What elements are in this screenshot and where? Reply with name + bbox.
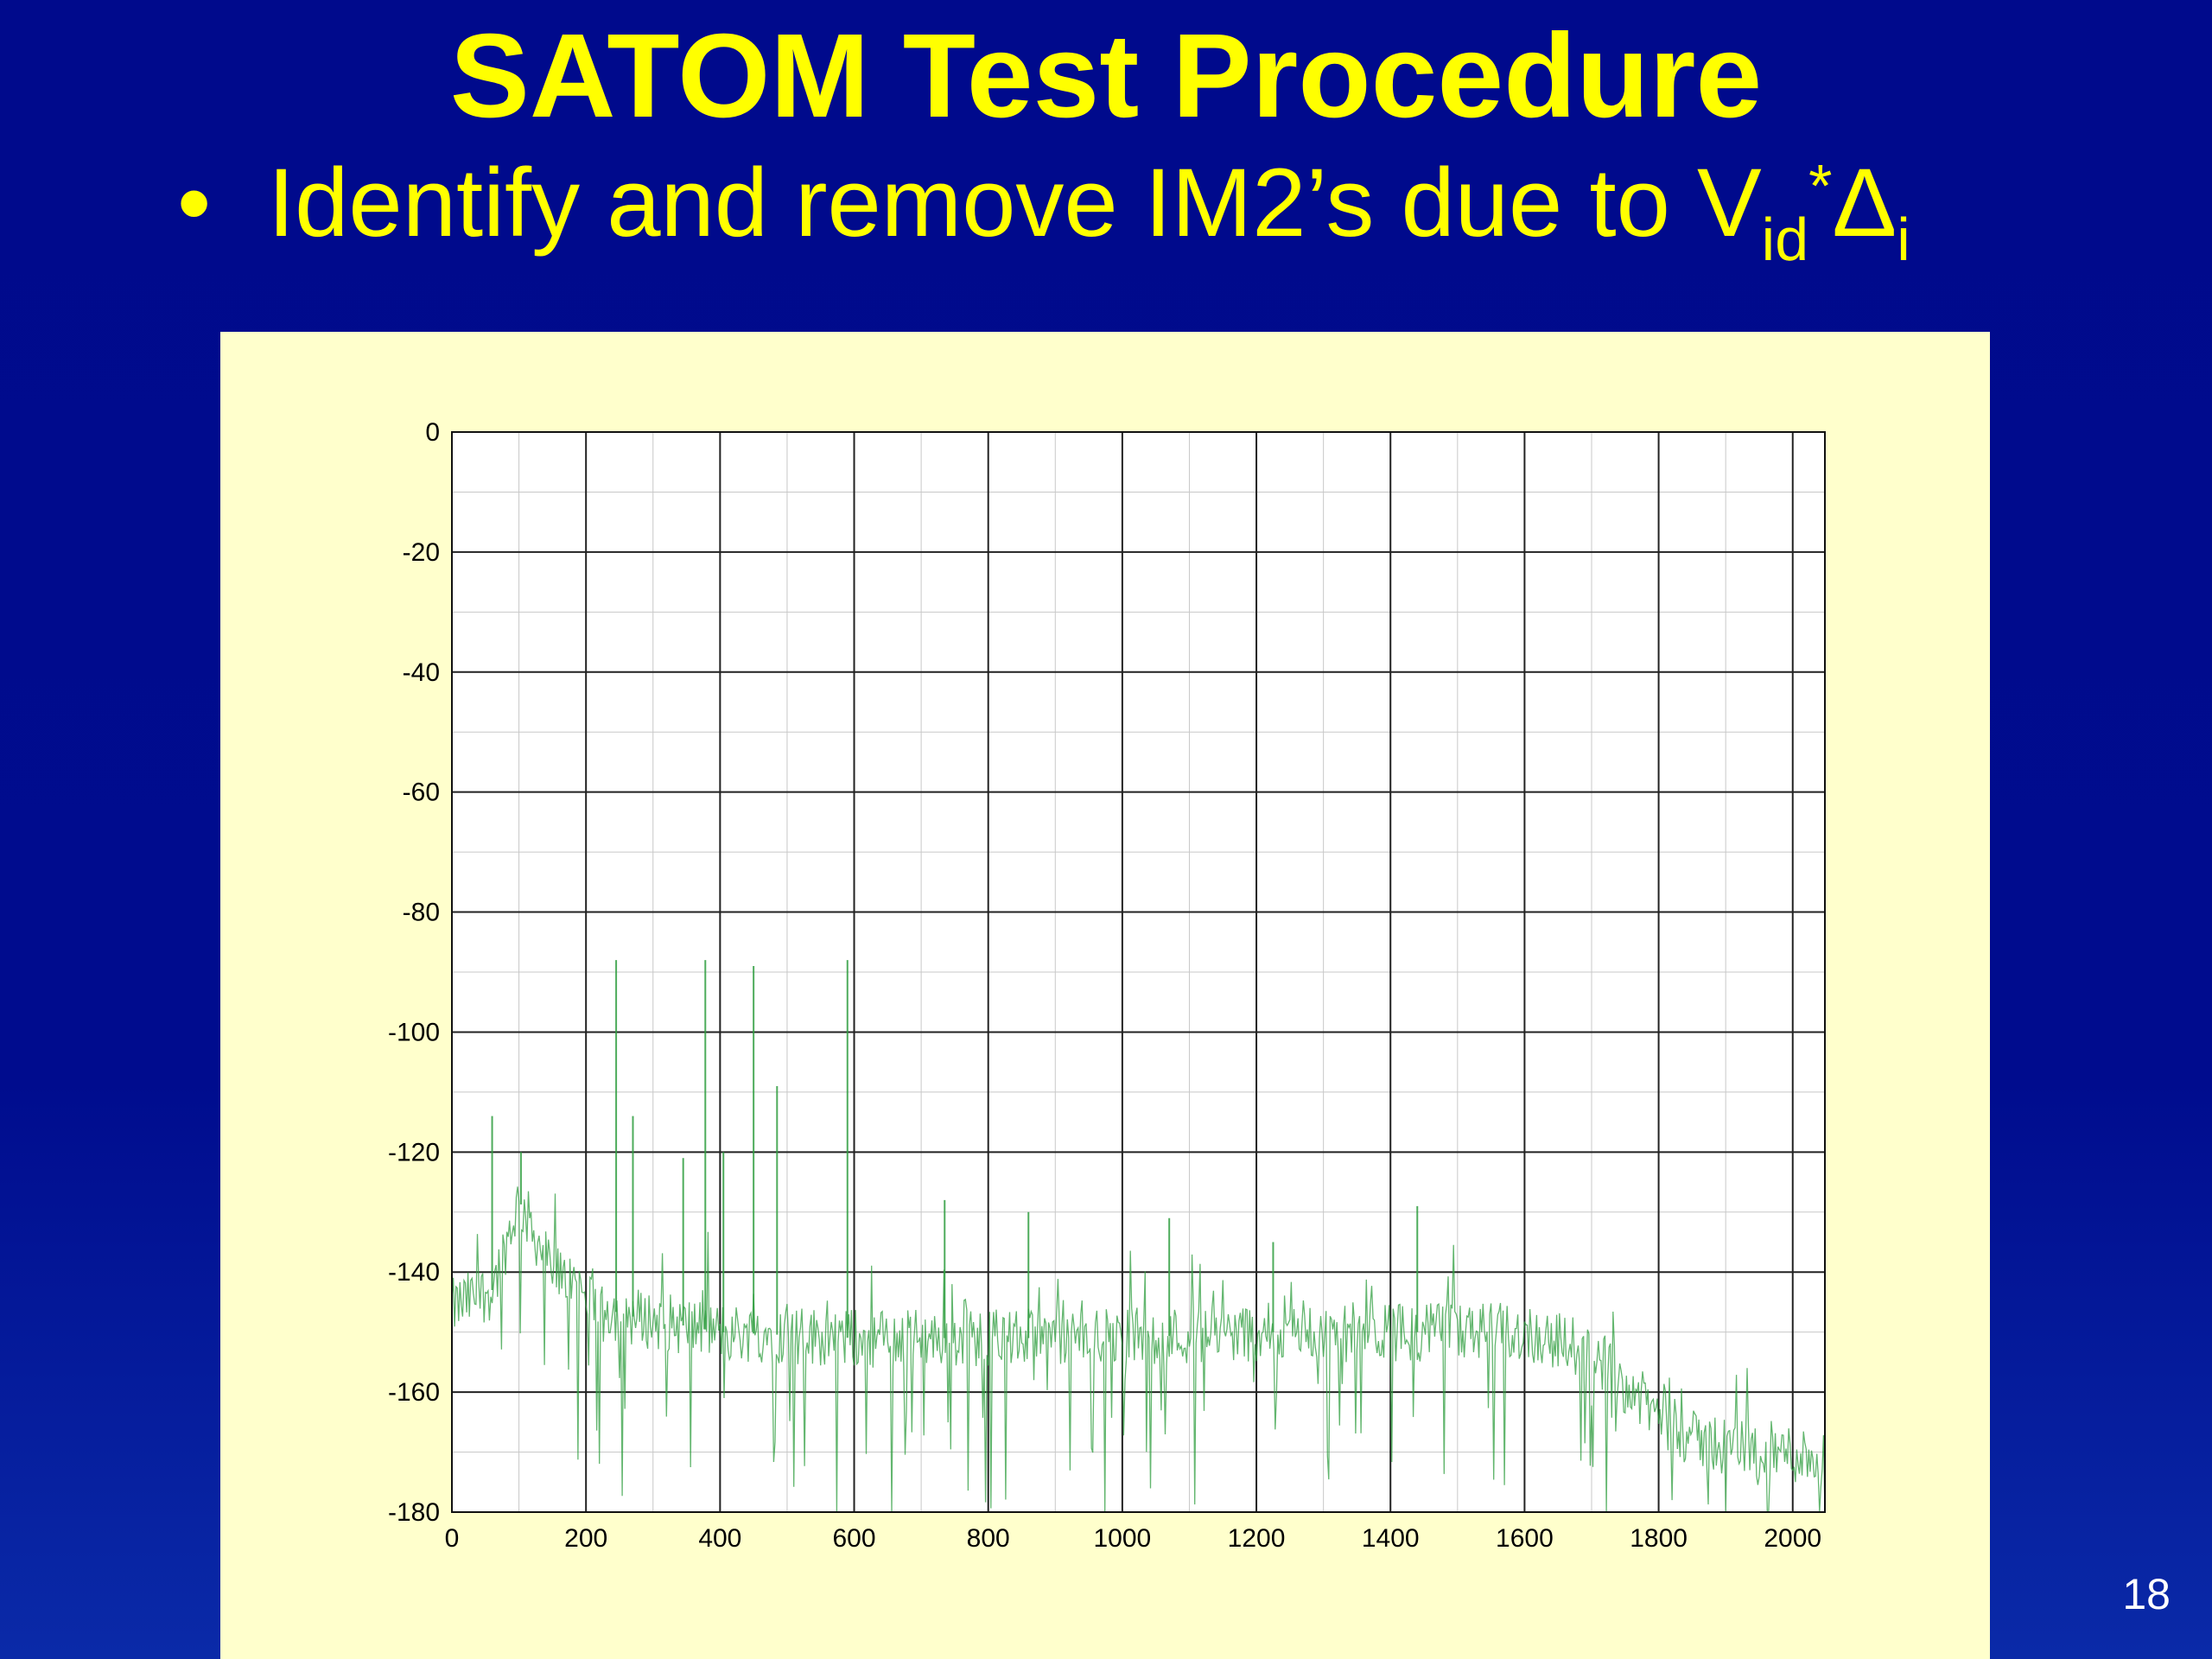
superscript-asterisk: * — [1808, 152, 1833, 219]
bullet-line: • Identify and remove IM2’s due to Vid*Δi — [177, 147, 1910, 270]
x-tick-label: 1200 — [1228, 1524, 1286, 1553]
x-tick-label: 1000 — [1094, 1524, 1152, 1553]
slide-number: 18 — [2122, 1570, 2171, 1618]
subscript-id: id — [1761, 206, 1809, 273]
spectrum-trace — [451, 1186, 1826, 1513]
y-tick-label: -180 — [388, 1498, 440, 1527]
spectrum-chart: 0 200 400 600 800 1000 1200 1400 1600 1800 2000 0 -2… — [388, 418, 1826, 1553]
x-tick-label: 800 — [967, 1524, 1010, 1553]
y-tick-label: 0 — [425, 418, 440, 447]
x-tick-label: 1400 — [1362, 1524, 1420, 1553]
x-tick-label: 0 — [445, 1524, 460, 1553]
x-tick-label: 200 — [564, 1524, 607, 1553]
y-tick-label: -140 — [388, 1258, 440, 1287]
x-tick-label: 600 — [832, 1524, 875, 1553]
y-tick-label: -40 — [403, 658, 440, 687]
y-tick-label: -100 — [388, 1018, 440, 1046]
y-tick-label: -160 — [388, 1378, 440, 1407]
y-tick-label: -120 — [388, 1138, 440, 1166]
bullet-text: Identify and remove IM2’s due to V — [268, 149, 1762, 257]
bullet-dot: • — [177, 149, 212, 257]
x-tick-label: 400 — [698, 1524, 741, 1553]
x-tick-label: 1800 — [1630, 1524, 1688, 1553]
y-tick-label: -80 — [403, 899, 440, 927]
plot-border — [451, 431, 1826, 1513]
delta-symbol: Δ — [1832, 149, 1897, 257]
x-tick-label: 1600 — [1496, 1524, 1554, 1553]
chart-panel: 0 200 400 600 800 1000 1200 1400 1600 1800 2000 0 -2… — [220, 332, 1990, 1659]
y-tick-label: -20 — [403, 538, 440, 567]
subscript-i: i — [1897, 206, 1910, 273]
slide-title: SATOM Test Procedure — [449, 10, 1763, 143]
y-tick-label: -60 — [403, 779, 440, 807]
x-tick-label: 2000 — [1764, 1524, 1821, 1553]
